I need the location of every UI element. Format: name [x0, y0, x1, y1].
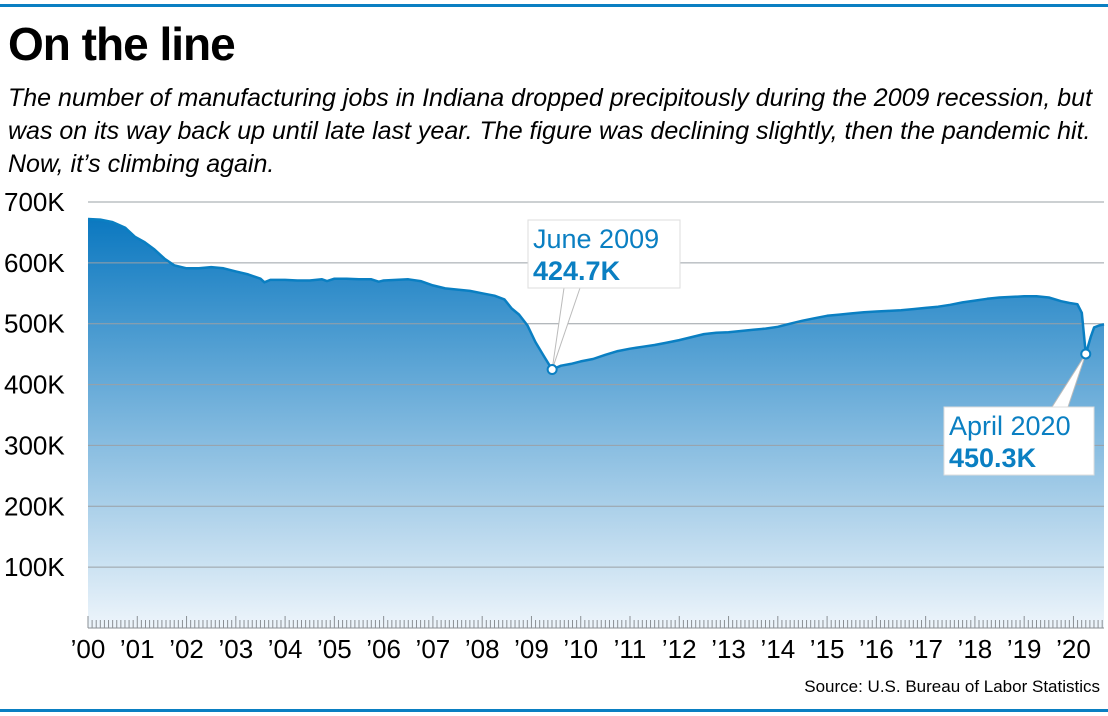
x-tick-label: ’06	[366, 634, 401, 664]
y-tick-label: 400K	[4, 370, 65, 400]
x-tick-label: ’18	[958, 634, 993, 664]
gridlines	[88, 201, 1104, 568]
annotation-pointer-edge	[551, 287, 565, 370]
bottom-rule	[0, 709, 1108, 712]
series-area	[88, 219, 1104, 628]
annotation-box	[527, 219, 681, 289]
x-tick-label: ’07	[416, 634, 451, 664]
x-tick-label: ’00	[71, 634, 106, 664]
annotation-marker	[546, 364, 558, 376]
x-axis-labels: ’00 ’01 ’02 ’03 ’04 ’05 ’06 ’07 ’08 ’09 ’10 ’11 ’12 ’…	[71, 634, 1091, 664]
x-tick-label: ’09	[514, 634, 549, 664]
x-tick-label: ’11	[614, 634, 647, 664]
x-tick-label: ’04	[268, 634, 303, 664]
annotation-pointer-edge	[1067, 353, 1087, 408]
x-tick-label: ’12	[662, 634, 697, 664]
x-tick-label: ’13	[711, 634, 746, 664]
x-tick-label: ’19	[1007, 634, 1042, 664]
y-tick-label: 500K	[4, 309, 65, 339]
chart-subtitle: The number of manufacturing jobs in Indi…	[8, 84, 1093, 178]
x-tick-label: ’03	[218, 634, 253, 664]
y-tick-label: 600K	[4, 248, 65, 278]
x-tick-label: ’17	[908, 634, 943, 664]
top-rule	[0, 4, 1108, 7]
x-axis	[87, 616, 1104, 629]
x-tick-label: ’20	[1056, 634, 1091, 664]
area-layer	[88, 219, 1104, 628]
y-tick-label: 300K	[4, 430, 65, 460]
x-tick-label: ’08	[465, 634, 500, 664]
x-tick-label: ’15	[810, 634, 845, 664]
chart-title: On the line	[8, 18, 236, 70]
series-line	[87, 217, 1105, 371]
y-tick-label: 100K	[4, 552, 65, 582]
x-tick-label: ’05	[317, 634, 352, 664]
x-tick-label: ’16	[859, 634, 894, 664]
annotation-box	[943, 406, 1095, 476]
annotation-value: 450.3K	[949, 443, 1037, 473]
y-tick-label: 200K	[4, 491, 65, 521]
annotation-pointer-edge	[551, 287, 581, 370]
x-tick-label: ’01	[120, 634, 155, 664]
x-tick-label: ’14	[760, 634, 795, 664]
annotation-value: 424.7K	[533, 256, 621, 286]
annotation-marker	[1080, 348, 1092, 360]
source-note: Source: U.S. Bureau of Labor Statistics	[804, 677, 1100, 696]
y-tick-label: 700K	[4, 187, 65, 217]
annotation-pointer-edge	[1051, 353, 1087, 408]
y-axis-labels: 100K 200K 300K 400K 500K 600K 700K	[4, 187, 65, 582]
series-line-layer	[87, 217, 1105, 371]
annotation-label: April 2020	[949, 411, 1071, 441]
annotation-label: June 2009	[533, 224, 659, 254]
x-tick-label: ’10	[563, 634, 598, 664]
x-tick-label: ’02	[169, 634, 204, 664]
